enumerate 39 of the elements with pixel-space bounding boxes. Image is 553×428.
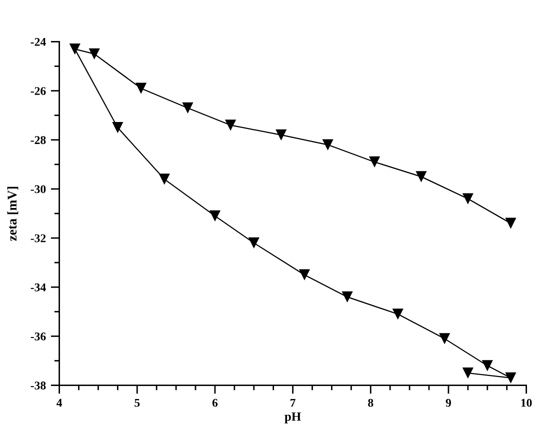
y-tick-label: -30 xyxy=(30,185,46,194)
x-tick-label: 8 xyxy=(368,398,374,407)
point xyxy=(276,129,287,141)
point xyxy=(182,102,194,114)
y-axis-title: zeta [mV] xyxy=(7,186,18,241)
y-tick-label: -32 xyxy=(30,234,46,242)
x-axis-title: pH xyxy=(284,412,301,424)
x-tick-label: 4 xyxy=(56,398,62,407)
point xyxy=(112,122,124,134)
point xyxy=(69,44,80,55)
y-tick-label: -24 xyxy=(30,38,46,46)
point xyxy=(135,82,147,94)
point xyxy=(322,139,334,150)
point xyxy=(462,193,474,204)
y-tick-label: -38 xyxy=(30,382,46,390)
y-tick-label: -36 xyxy=(30,332,46,340)
point xyxy=(342,291,353,302)
point xyxy=(505,372,516,384)
point xyxy=(248,237,260,249)
x-tick-label: 10 xyxy=(521,398,532,407)
y-tick-label: -34 xyxy=(30,283,46,292)
point xyxy=(416,171,427,182)
point xyxy=(224,120,236,131)
y-tick-label: -26 xyxy=(30,87,46,95)
y-tick-label: -28 xyxy=(30,136,46,144)
x-tick-label: 9 xyxy=(446,398,451,407)
point xyxy=(439,333,450,344)
point xyxy=(368,156,380,168)
point xyxy=(88,48,100,60)
point xyxy=(158,174,170,185)
point xyxy=(482,360,493,372)
point xyxy=(462,367,474,379)
x-tick-label: 5 xyxy=(134,398,140,407)
point xyxy=(392,308,404,320)
x-tick-label: 6 xyxy=(212,398,218,407)
point xyxy=(209,210,221,222)
point xyxy=(505,218,516,229)
point xyxy=(298,269,310,280)
x-tick-label: 7 xyxy=(290,398,296,407)
